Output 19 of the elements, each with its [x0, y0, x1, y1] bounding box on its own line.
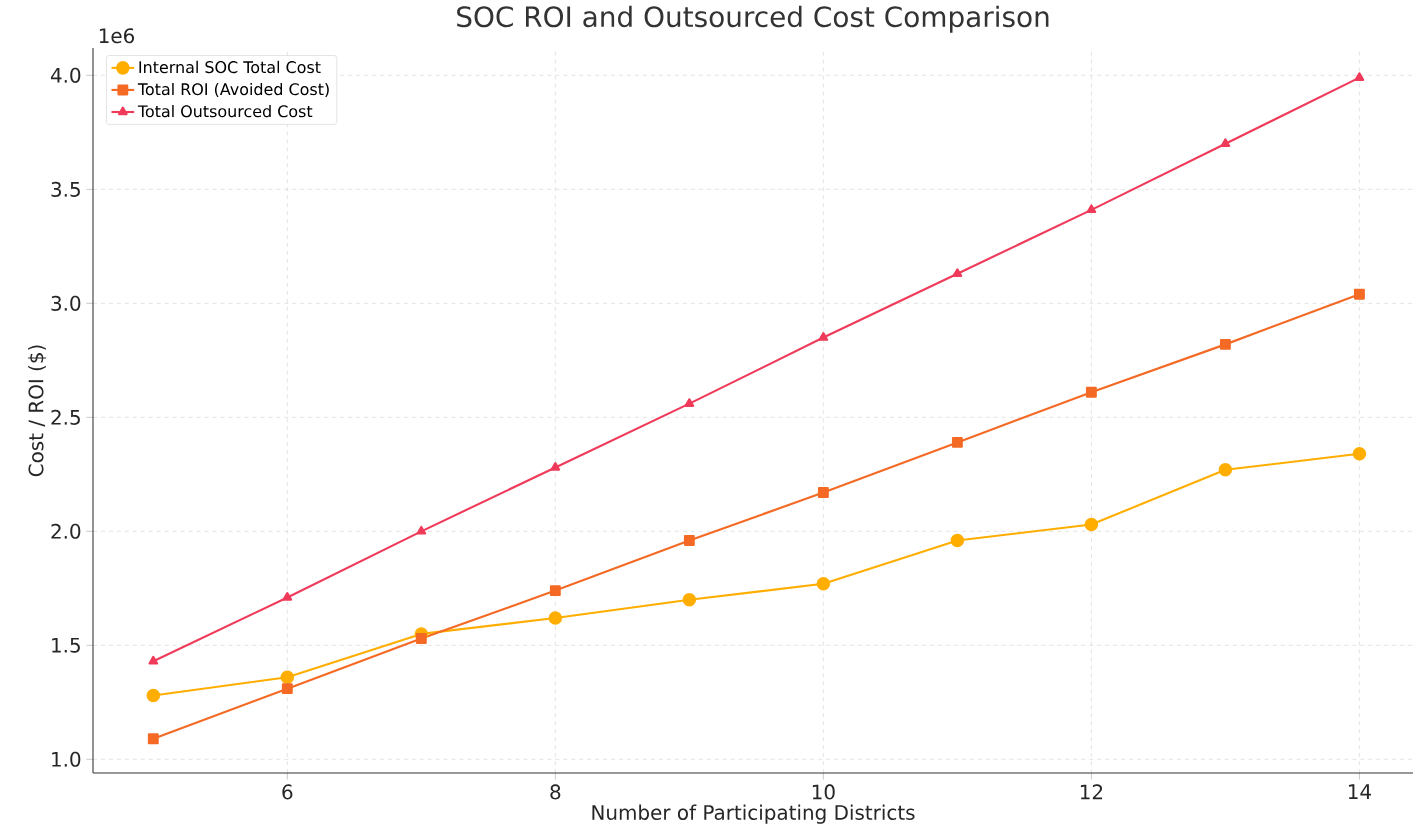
chart-title: SOC ROI and Outsourced Cost Comparison [457, 5, 1049, 33]
y-axis-title: Cost / ROI ($) [28, 345, 47, 477]
legend-label: Internal SOC Total Cost [139, 60, 321, 74]
x-tick-label: 10 [812, 784, 835, 800]
x-tick-label: 14 [1348, 784, 1371, 799]
text: 1e6 [99, 28, 135, 44]
legend-label: Total Outsourced Cost [137, 104, 313, 118]
y-tick-label: 1.0 [52, 751, 81, 767]
y-tick-label: 2.5 [51, 409, 80, 425]
y-tick-label: 2.0 [51, 523, 81, 539]
y-tick-label: 1.5 [52, 637, 80, 653]
x-tick-label: 8 [550, 784, 561, 800]
y-tick-label: 3.5 [51, 181, 80, 197]
legend-label: Total ROI (Avoided Cost) [137, 82, 329, 98]
x-axis-title: Number of Participating Districts [592, 804, 915, 824]
y-tick-label: 3.0 [51, 295, 81, 311]
x-tick-label: 6 [282, 784, 293, 800]
y-tick-label: 4.0 [50, 67, 81, 83]
x-tick-label: 12 [1080, 784, 1103, 800]
